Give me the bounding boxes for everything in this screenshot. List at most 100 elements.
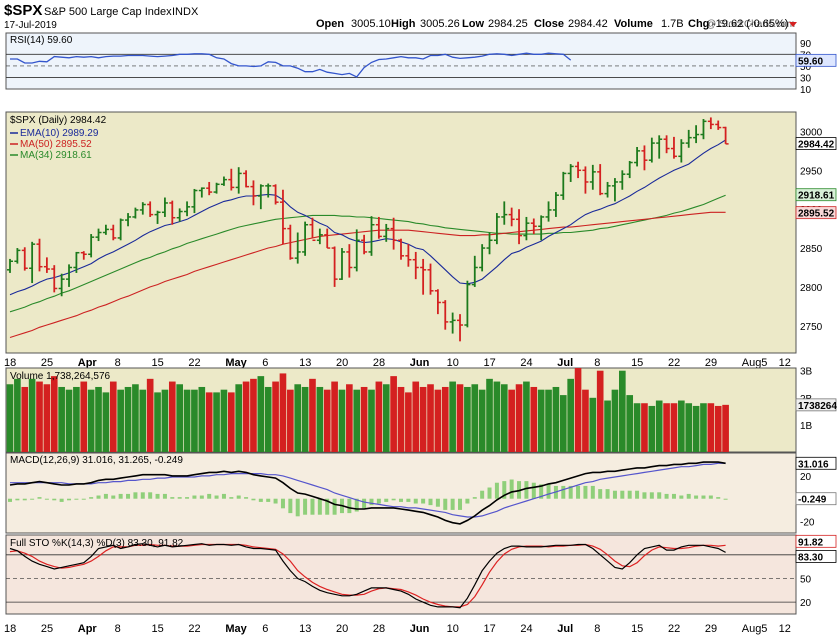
price-tick-label: 3000: [800, 127, 823, 138]
volume-bar: [228, 392, 235, 452]
volume-bar: [176, 384, 183, 452]
time-tick-label: 10: [447, 357, 459, 369]
time-tick-label: 25: [41, 357, 53, 369]
price-tick-label: 2850: [800, 244, 823, 255]
volume-bar: [132, 384, 139, 452]
time-tick-label: 22: [668, 357, 680, 369]
open-label: Open: [316, 18, 344, 30]
volume-last-label: 1738264: [798, 401, 837, 412]
volume-bar: [596, 370, 604, 452]
macd-hist-bar: [583, 485, 588, 499]
volume-bar: [500, 384, 508, 452]
volume-bar: [346, 384, 353, 452]
macd-hist-bar: [303, 498, 308, 515]
bottom-time-tick-label: Jun: [410, 623, 430, 635]
volume-bar: [412, 381, 420, 452]
macd-hist-bar: [280, 498, 285, 509]
rsi-title: RSI(14) 59.60: [10, 35, 73, 46]
volume-bar: [397, 386, 405, 452]
macd-hist-bar: [561, 485, 566, 499]
macd-hist-bar: [221, 493, 226, 499]
sto-title: Full STO %K(14,3) %D(3) 83.30, 91.82: [10, 538, 184, 549]
macd-hist-bar: [524, 481, 529, 499]
volume-bar: [109, 381, 117, 452]
volume-bar: [567, 378, 574, 452]
volume-bar: [139, 389, 147, 452]
volume-bar: [191, 389, 198, 452]
bottom-time-tick-label: 15: [631, 623, 643, 635]
volume-bar: [323, 389, 331, 452]
volume-bar: [309, 378, 316, 452]
macd-hist-bar: [627, 490, 632, 499]
volume-bar: [95, 386, 102, 452]
bottom-time-tick-label: 22: [668, 623, 680, 635]
volume-bar: [161, 389, 169, 452]
volume-bar: [441, 386, 449, 452]
volume-bar: [655, 400, 663, 452]
volume-bar: [287, 389, 294, 452]
close-label: Close: [534, 18, 564, 30]
volume-label: Volume: [614, 18, 653, 30]
macd-hist-bar: [701, 495, 706, 499]
bottom-time-tick-label: 25: [41, 623, 53, 635]
macd-hist-bar: [679, 495, 684, 499]
macd-hist-bar: [421, 498, 426, 504]
sto-tick-label: 20: [800, 598, 812, 609]
ma50-line: [9, 211, 726, 339]
macd-hist-bar: [391, 498, 396, 501]
volume-bar: [633, 403, 641, 452]
macd-hist-bar: [199, 495, 204, 499]
volume-bar: [478, 389, 486, 452]
macd-hist-bar: [155, 493, 160, 499]
sto-k-line: [9, 543, 726, 609]
macd-hist-bar: [723, 498, 728, 500]
macd-hist-bar: [325, 498, 330, 515]
volume-bar: [80, 381, 88, 452]
volume-bar: [21, 386, 29, 452]
volume-tick-label: 3B: [800, 367, 813, 378]
volume-bar: [58, 386, 65, 452]
volume-bar: [685, 403, 693, 452]
macd-signal-line: [10, 462, 726, 518]
macd-hist-bar: [170, 497, 175, 499]
volume-bar: [338, 389, 346, 452]
macd-hist-last-label-box: [795, 492, 837, 506]
volume-bar: [272, 381, 279, 452]
macd-hist-bar: [465, 498, 470, 504]
volume-bar: [678, 400, 685, 452]
symbol: $SPX: [4, 2, 42, 19]
volume-bar: [316, 386, 324, 452]
macd-hist-bar: [207, 493, 212, 499]
macd-hist-bar: [310, 498, 315, 515]
macd-hist-bar: [671, 493, 676, 499]
volume-bar: [626, 395, 634, 452]
volume-bar: [375, 381, 383, 452]
ma50-last-label: 2895.52: [798, 209, 835, 220]
volume-bar: [471, 384, 479, 452]
macd-hist-bar: [435, 498, 440, 507]
macd-hist-bar: [30, 498, 35, 500]
volume-bar: [508, 389, 515, 452]
volume-bar: [154, 392, 161, 452]
sto-tick-label: 50: [800, 574, 812, 585]
volume-bar: [301, 386, 309, 452]
legend-ma34: MA(34) 2918.61: [20, 150, 92, 161]
macd-hist-bar: [332, 498, 337, 515]
macd-hist-bar: [399, 498, 403, 502]
volume-bar: [641, 403, 648, 452]
volume-bar: [434, 389, 442, 452]
volume-bar: [574, 368, 582, 452]
volume-bar: [43, 384, 51, 452]
macd-hist-bar: [74, 498, 79, 500]
sto-d-last-label-box: [795, 534, 837, 548]
volume-bar: [589, 397, 597, 452]
rsi-tick-label: 90: [800, 39, 812, 50]
macd-hist-bar: [214, 495, 219, 499]
volume-bar: [73, 386, 80, 452]
sto-k-last-label-box: [795, 550, 837, 563]
volume-bar: [250, 378, 257, 452]
chg-label: Chg: [688, 18, 709, 30]
volume-bar: [464, 386, 471, 452]
chart-date: 17-Jul-2019: [4, 20, 57, 31]
volume-bar: [559, 395, 567, 452]
